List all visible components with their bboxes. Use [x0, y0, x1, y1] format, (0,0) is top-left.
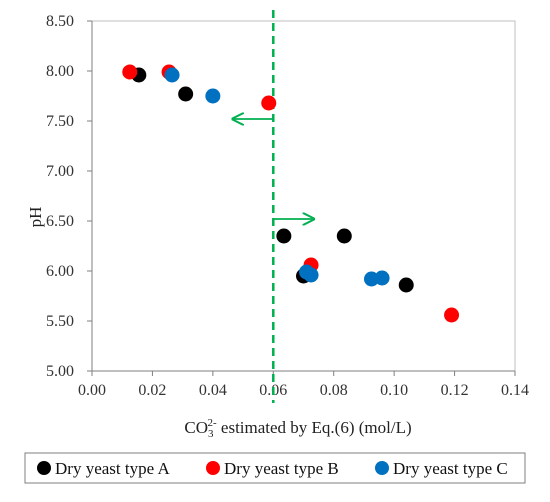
legend-box — [24, 452, 526, 484]
y-tick-label: 7.00 — [46, 163, 74, 180]
direction-arrows — [234, 119, 313, 219]
x-tick-label: 0.00 — [78, 382, 106, 399]
y-tick-label: 8.00 — [46, 63, 74, 80]
data-point-series-1 — [398, 277, 414, 293]
data-points — [122, 64, 460, 323]
y-tick-label: 5.50 — [46, 313, 74, 330]
data-point-series-1 — [276, 228, 292, 244]
x-tick-label: 0.08 — [320, 382, 348, 399]
data-point-series-3 — [303, 267, 319, 283]
x-tick-label: 0.02 — [138, 382, 166, 399]
x-axis-title: CO32- estimated by Eq.(6) (mol/L) — [184, 417, 411, 440]
data-point-series-2 — [122, 64, 138, 80]
data-point-series-1 — [178, 86, 194, 102]
x-axis-title-superscript: 2- — [207, 417, 217, 429]
y-axis-ticks: 5.00 5.50 6.00 6.50 7.00 7.50 8.00 8.50 — [46, 13, 92, 380]
x-tick-label: 0.12 — [441, 382, 469, 399]
y-tick-label: 5.00 — [46, 363, 74, 380]
legend-label-series-1: Dry yeast type A — [55, 459, 170, 478]
y-tick-label: 7.50 — [46, 113, 74, 130]
legend-marker-series-1 — [37, 461, 51, 475]
x-axis-ticks: 0.000.020.040.060.080.100.120.14 — [78, 371, 529, 399]
x-tick-label: 0.10 — [380, 382, 408, 399]
legend-label-series-2: Dry yeast type B — [224, 459, 339, 478]
data-point-series-2 — [444, 307, 460, 323]
y-tick-label: 6.50 — [46, 213, 74, 230]
data-point-series-2 — [261, 95, 277, 111]
legend: Dry yeast type A Dry yeast type B Dry yeas… — [24, 452, 526, 484]
data-point-series-3 — [205, 88, 221, 104]
x-tick-label: 0.04 — [199, 382, 227, 399]
data-point-series-3 — [164, 67, 180, 83]
x-axis-title-subscript: 3 — [208, 428, 214, 440]
x-axis-title-rest: estimated by Eq.(6) (mol/L) — [217, 418, 412, 437]
legend-marker-series-2 — [206, 461, 220, 475]
legend-marker-series-3 — [375, 461, 389, 475]
y-tick-label: 8.50 — [46, 13, 74, 30]
x-axis-title-main: CO — [184, 418, 208, 437]
data-point-series-1 — [336, 228, 352, 244]
legend-label-series-3: Dry yeast type C — [393, 459, 508, 478]
data-point-series-3 — [374, 270, 390, 286]
x-tick-label: 0.14 — [501, 382, 529, 399]
plot-area — [91, 20, 516, 372]
y-tick-label: 6.00 — [46, 263, 74, 280]
y-axis-title: pH — [26, 207, 45, 228]
